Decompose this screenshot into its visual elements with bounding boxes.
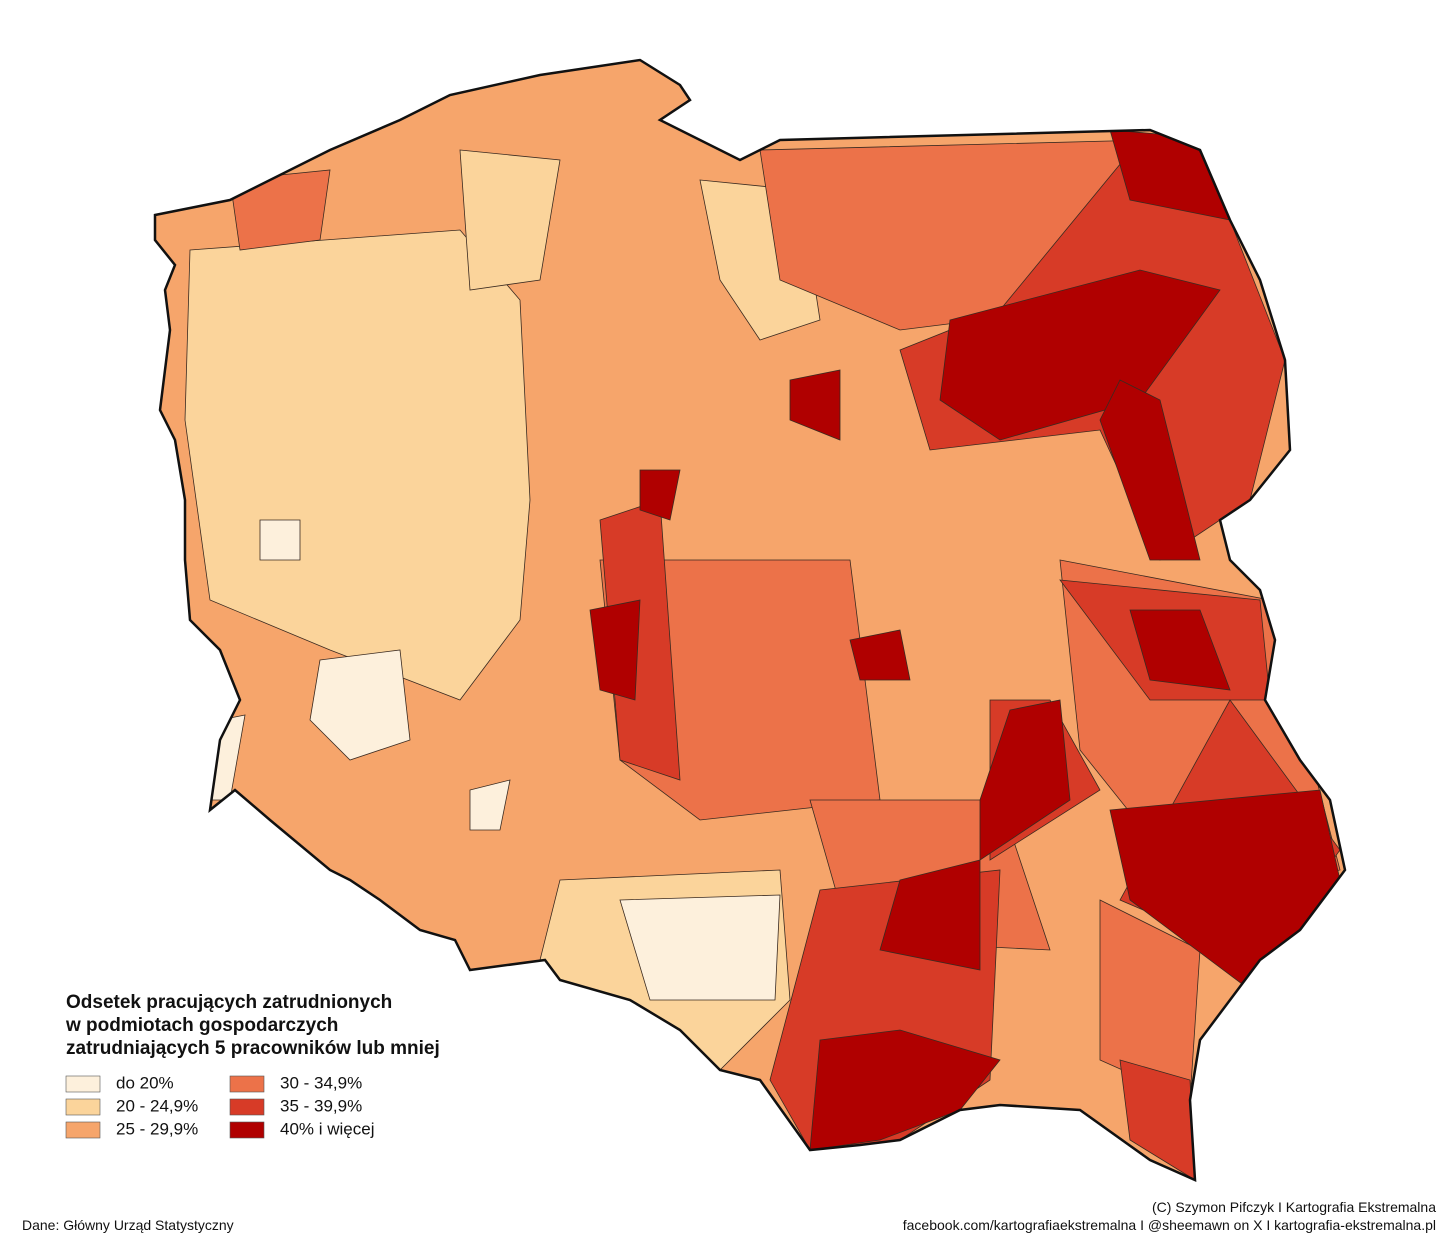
legend-label: 20 - 24,9% <box>116 1096 198 1115</box>
legend-swatch <box>65 1098 101 1116</box>
region <box>1099 379 1201 561</box>
legend-title: w podmiotach gospodarczych <box>65 1015 338 1036</box>
legend-label: 25 - 29,9% <box>116 1119 198 1138</box>
region <box>1119 1059 1196 1180</box>
legend-label: do 20% <box>116 1073 174 1092</box>
region <box>259 519 301 561</box>
legend-title: Odsetek pracujących zatrudnionych <box>66 992 392 1013</box>
legend-swatch <box>229 1121 265 1139</box>
legend-swatch <box>229 1075 265 1093</box>
legend-title: zatrudniających 5 pracowników lub mniej <box>66 1038 440 1059</box>
legend-swatch <box>65 1121 101 1139</box>
region <box>1129 609 1231 691</box>
region <box>589 599 641 701</box>
credits: (C) Szymon Pifczyk I Kartografia Ekstrem… <box>1152 1199 1436 1215</box>
region <box>979 699 1071 861</box>
region <box>879 859 981 971</box>
legend-label: 35 - 39,9% <box>280 1096 362 1115</box>
source: Dane: Główny Urząd Statystyczny <box>22 1217 234 1233</box>
region <box>229 169 331 251</box>
region <box>849 629 911 681</box>
region <box>309 649 411 761</box>
credits: facebook.com/kartografiaekstremalna I @s… <box>903 1217 1436 1233</box>
region <box>469 779 511 831</box>
legend-swatch <box>229 1098 265 1116</box>
region <box>789 369 841 441</box>
legend-label: 30 - 34,9% <box>280 1073 362 1092</box>
region <box>459 149 561 291</box>
legend-swatch <box>65 1075 101 1093</box>
region <box>639 469 681 521</box>
legend-label: 40% i więcej <box>280 1119 375 1138</box>
region <box>619 894 781 1001</box>
